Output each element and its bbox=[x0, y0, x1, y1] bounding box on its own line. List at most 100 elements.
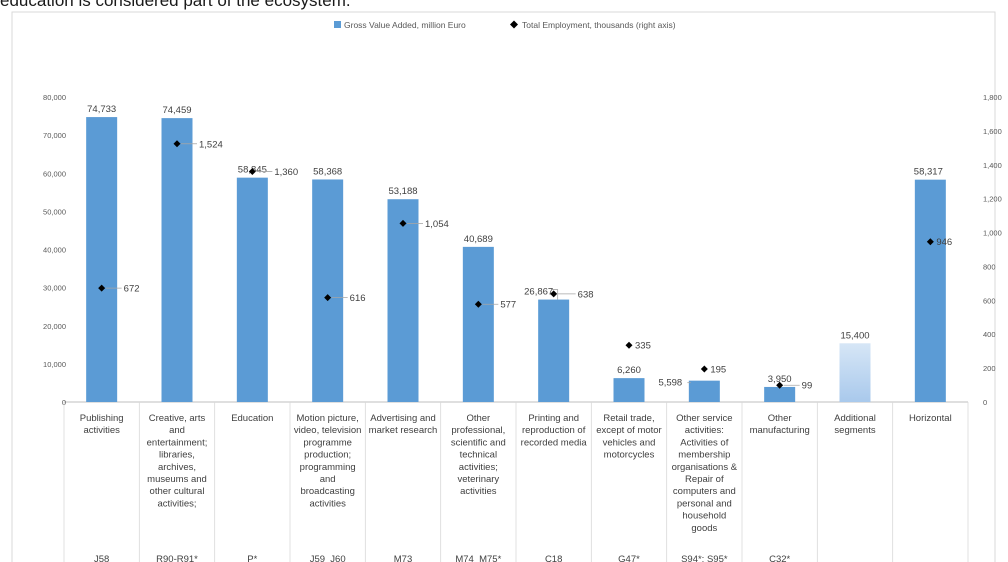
nace-code-label: S94*; S95* bbox=[681, 554, 728, 562]
employment-value-label: 99 bbox=[802, 381, 813, 392]
employment-marker bbox=[550, 290, 558, 298]
gva-bar bbox=[86, 117, 118, 402]
category-label-line: programme bbox=[303, 437, 352, 448]
category-label-line: segments bbox=[834, 425, 875, 436]
y-tick-label: 20,000 bbox=[43, 322, 66, 331]
gva-bar bbox=[387, 199, 419, 402]
category-label-line: organisations & bbox=[672, 462, 738, 473]
category-label-line: and bbox=[320, 474, 336, 485]
category-label-line: museums and bbox=[147, 474, 207, 485]
y2-tick-label: 200 bbox=[983, 364, 996, 373]
gva-bar bbox=[236, 177, 268, 402]
category-label-line: membership bbox=[678, 450, 730, 461]
employment-marker bbox=[98, 284, 106, 292]
y2-tick-label: 1,000 bbox=[983, 229, 1002, 238]
y-tick-label: 30,000 bbox=[43, 284, 66, 293]
y2-tick-label: 600 bbox=[983, 296, 996, 305]
y2-tick-label: 800 bbox=[983, 262, 996, 271]
category-label-line: activities bbox=[83, 425, 120, 436]
category-label-line: Creative, arts bbox=[149, 413, 206, 424]
legend-label-gva: Gross Value Added, million Euro bbox=[344, 20, 466, 30]
category-label-line: activities: bbox=[685, 425, 724, 436]
nace-code-label: J59_J60 bbox=[310, 554, 346, 562]
category-label-line: market research bbox=[369, 425, 438, 436]
y2-tick-label: 1,200 bbox=[983, 195, 1002, 204]
category-label-line: Activities of bbox=[680, 437, 728, 448]
gva-value-label: 58,317 bbox=[914, 167, 943, 178]
gva-label-leader bbox=[551, 289, 559, 300]
employment-marker bbox=[625, 341, 633, 349]
gva-bar bbox=[764, 386, 796, 402]
gva-bar bbox=[688, 380, 720, 402]
employment-value-label: 672 bbox=[124, 284, 140, 295]
category-label-line: technical bbox=[460, 450, 498, 461]
category-label-line: Publishing bbox=[80, 413, 124, 424]
category-label-line: production; bbox=[304, 450, 351, 461]
y-tick-label: 80,000 bbox=[43, 93, 66, 102]
category-label-line: Additional bbox=[834, 413, 876, 424]
employment-markers: 672 1,524 1,360 616 1,054 577 638 335 195 99 946 bbox=[98, 139, 952, 392]
category-label-line: scientific and bbox=[451, 437, 506, 448]
y-tick-label: 50,000 bbox=[43, 207, 66, 216]
category-label-line: other cultural bbox=[150, 486, 205, 497]
category-label-line: activities bbox=[460, 486, 497, 497]
category-label-line: and bbox=[169, 425, 185, 436]
bars bbox=[86, 117, 946, 402]
category-label-line: motorcycles bbox=[604, 450, 655, 461]
category-label-line: vehicles and bbox=[603, 437, 656, 448]
category-label-line: entertainment; bbox=[147, 437, 208, 448]
nace-code-label: R90-R91* bbox=[156, 554, 198, 562]
employment-marker bbox=[324, 294, 332, 302]
nace-code-label: J58 bbox=[94, 554, 109, 562]
employment-value-label: 616 bbox=[350, 293, 366, 304]
category-label-line: Repair of bbox=[685, 474, 724, 485]
legend-swatch-gva bbox=[334, 21, 341, 28]
employment-marker bbox=[399, 219, 407, 227]
employment-value-label: 1,360 bbox=[274, 167, 298, 178]
category-label-line: Horizontal bbox=[909, 413, 952, 424]
gva-value-label: 15,400 bbox=[840, 330, 869, 341]
employment-marker bbox=[474, 300, 482, 308]
y2-tick-label: 400 bbox=[983, 330, 996, 339]
employment-value-label: 195 bbox=[710, 364, 726, 375]
gva-bar bbox=[462, 246, 494, 402]
gva-value-label: 3,950 bbox=[768, 374, 792, 385]
employment-marker bbox=[776, 381, 784, 389]
gva-value-label: 53,188 bbox=[388, 186, 417, 197]
category-label-line: Printing and bbox=[528, 413, 579, 424]
y2-tick-label: 1,600 bbox=[983, 127, 1002, 136]
y-tick-label: 40,000 bbox=[43, 246, 66, 255]
y2-tick-label: 1,800 bbox=[983, 93, 1002, 102]
gva-value-label: 74,459 bbox=[162, 105, 191, 116]
bar-labels: 74,73374,45958,84558,36853,18840,68926,8… bbox=[87, 104, 943, 389]
nace-code-label: G47* bbox=[618, 554, 640, 562]
employment-value-label: 577 bbox=[500, 300, 516, 311]
category-label-line: libraries, bbox=[159, 450, 195, 461]
category-label-line: Other bbox=[466, 413, 490, 424]
category-label-line: archives, bbox=[158, 462, 196, 473]
category-label-line: activities; bbox=[157, 498, 196, 509]
employment-value-label: 335 bbox=[635, 341, 651, 352]
employment-value-label: 1,524 bbox=[199, 139, 223, 150]
category-label-line: reproduction of bbox=[522, 425, 586, 436]
category-label-line: Advertising and bbox=[370, 413, 435, 424]
category-label-line: personal and bbox=[677, 498, 732, 509]
y-tick-label: 10,000 bbox=[43, 360, 66, 369]
gva-bar bbox=[538, 299, 570, 402]
gva-value-label: 6,260 bbox=[617, 365, 641, 376]
page-caption: education is considered part of the ecos… bbox=[0, 0, 351, 10]
nace-code-label: M74_M75* bbox=[455, 554, 501, 562]
category-label-line: activities; bbox=[459, 462, 498, 473]
gva-bar bbox=[613, 378, 645, 402]
gva-bar bbox=[914, 179, 946, 402]
gva-value-label: 5,598 bbox=[658, 378, 682, 389]
employment-value-label: 946 bbox=[936, 237, 952, 248]
category-label-line: activities bbox=[309, 498, 346, 509]
category-label-line: Motion picture, bbox=[297, 413, 359, 424]
employment-marker bbox=[248, 168, 256, 176]
legend-marker-employment bbox=[510, 20, 518, 29]
category-label-line: manufacturing bbox=[750, 425, 810, 436]
category-label-line: video, television bbox=[294, 425, 362, 436]
chart-frame bbox=[11, 11, 996, 562]
